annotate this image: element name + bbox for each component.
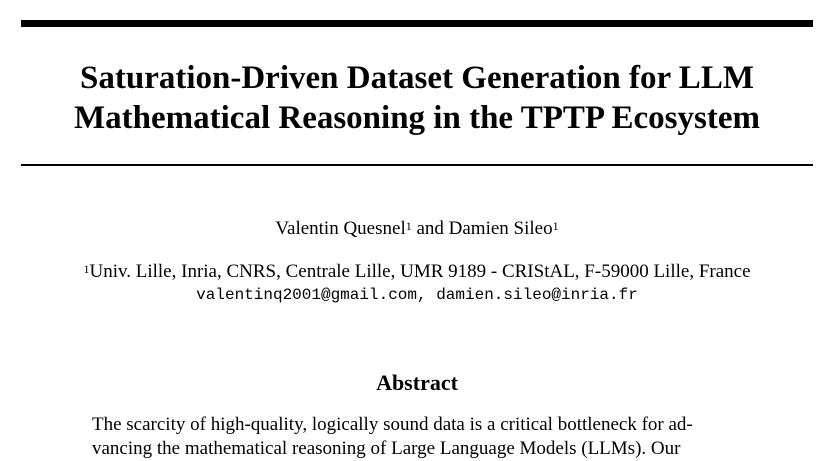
title-line-1: Saturation-Driven Dataset Generation for… xyxy=(80,60,754,96)
top-rule xyxy=(21,20,813,27)
affiliation: 1Univ. Lille, Inria, CNRS, Centrale Lill… xyxy=(0,260,834,284)
abstract-line: The scarcity of high-quality, logically … xyxy=(92,414,693,435)
abstract-line: vancing the mathematical reasoning of La… xyxy=(92,438,681,459)
bottom-rule xyxy=(21,164,813,166)
paper-title: Saturation-Driven Dataset Generation for… xyxy=(0,58,834,138)
author-name: Valentin Quesnel xyxy=(275,218,406,239)
affiliation-mark: 1 xyxy=(83,262,90,276)
abstract-heading: Abstract xyxy=(376,370,458,395)
affiliation-text: Univ. Lille, Inria, CNRS, Centrale Lille… xyxy=(89,261,751,282)
title-line-2: Mathematical Reasoning in the TPTP Ecosy… xyxy=(74,100,760,136)
author-connector: and xyxy=(411,218,449,239)
author-affiliation-mark: 1 xyxy=(552,219,559,233)
author-list: Valentin Quesnel1 and Damien Sileo1 xyxy=(0,217,834,241)
author-affiliation-mark: 1 xyxy=(405,219,412,233)
abstract-body: The scarcity of high-quality, logically … xyxy=(92,413,744,461)
author-name: Damien Sileo xyxy=(448,218,553,239)
author-emails: valentinq2001@gmail.com, damien.sileo@in… xyxy=(196,286,638,304)
